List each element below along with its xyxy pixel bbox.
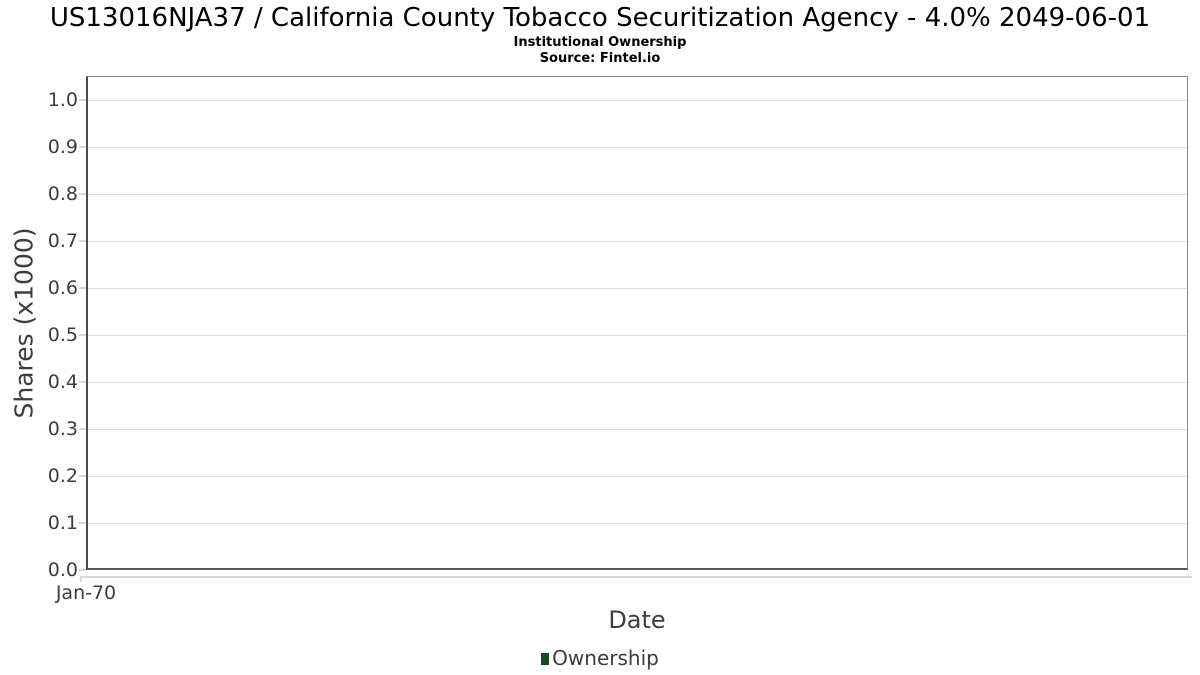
- y-tick-mark: [79, 522, 86, 524]
- y-tick-mark: [79, 381, 86, 383]
- y-tick-label: 1.0: [47, 89, 78, 111]
- y-tick-label: 0.3: [47, 418, 78, 440]
- gridline: [88, 288, 1186, 289]
- y-tick-mark: [79, 475, 86, 477]
- y-tick-label: 0.2: [47, 465, 78, 487]
- legend-item-ownership[interactable]: Ownership: [541, 646, 659, 670]
- y-tick-mark: [79, 287, 86, 289]
- y-tick-label: 0.6: [47, 277, 78, 299]
- y-tick-mark: [79, 240, 86, 242]
- y-tick-mark: [79, 428, 86, 430]
- y-tick-mark: [79, 334, 86, 336]
- chart-source: Source: Fintel.io: [539, 51, 661, 66]
- y-tick-label: 0.8: [47, 183, 78, 205]
- gridline: [88, 100, 1186, 101]
- y-tick-label: 0.0: [47, 559, 78, 581]
- gridline: [88, 382, 1186, 383]
- y-tick-label: 0.7: [47, 230, 78, 252]
- y-tick-mark: [79, 146, 86, 148]
- x-axis-tick: [80, 578, 82, 582]
- gridline: [88, 241, 1186, 242]
- y-tick-label: 0.4: [47, 371, 78, 393]
- y-tick-label: 0.9: [47, 136, 78, 158]
- y-tick-label: 0.1: [47, 512, 78, 534]
- y-tick-mark: [79, 569, 86, 571]
- chart-subtitle: Institutional Ownership: [513, 35, 687, 50]
- gridline: [88, 429, 1186, 430]
- x-axis-line: [80, 576, 1192, 578]
- x-tick-label: Jan-70: [55, 582, 117, 604]
- legend: Ownership: [0, 645, 1200, 671]
- gridline: [88, 523, 1186, 524]
- plot-area: [86, 76, 1188, 570]
- y-tick-mark: [79, 193, 86, 195]
- gridline: [88, 335, 1186, 336]
- legend-marker-icon: [541, 653, 550, 665]
- gridline: [88, 476, 1186, 477]
- gridline: [88, 147, 1186, 148]
- y-tick-label: 0.5: [47, 324, 78, 346]
- gridline: [88, 194, 1186, 195]
- y-axis-title: Shares (x1000): [9, 227, 39, 419]
- y-tick-mark: [79, 99, 86, 101]
- x-axis-title: Date: [608, 606, 666, 634]
- legend-label: Ownership: [552, 646, 659, 670]
- chart-title: US13016NJA37 / California County Tobacco…: [49, 3, 1151, 33]
